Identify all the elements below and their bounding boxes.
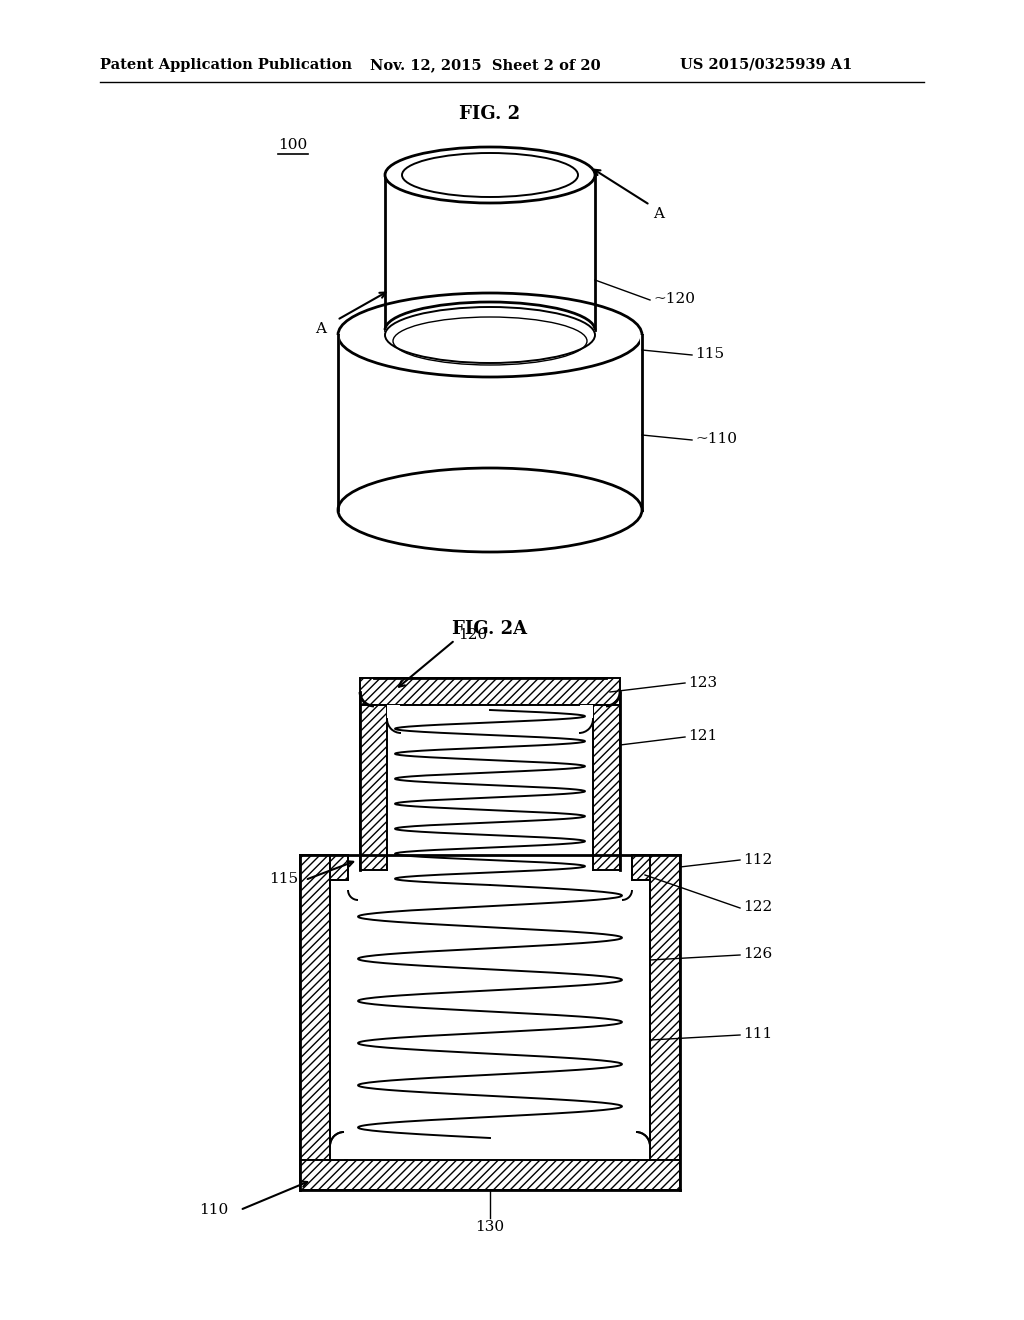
Text: 121: 121 xyxy=(688,729,717,743)
Bar xyxy=(593,705,620,870)
Text: 126: 126 xyxy=(743,946,772,961)
Text: 122: 122 xyxy=(743,900,772,913)
Text: 111: 111 xyxy=(743,1027,772,1041)
Bar xyxy=(640,335,644,510)
Text: Nov. 12, 2015  Sheet 2 of 20: Nov. 12, 2015 Sheet 2 of 20 xyxy=(370,58,601,73)
Bar xyxy=(650,855,680,1160)
Text: FIG. 2A: FIG. 2A xyxy=(453,620,527,638)
Text: 130: 130 xyxy=(475,1220,505,1234)
Text: 110: 110 xyxy=(199,1203,228,1217)
Text: 112: 112 xyxy=(743,853,772,867)
Bar xyxy=(387,705,593,870)
Bar xyxy=(336,335,340,510)
Text: ~120: ~120 xyxy=(653,292,695,306)
Text: Patent Application Publication: Patent Application Publication xyxy=(100,58,352,73)
Text: 115: 115 xyxy=(695,347,724,360)
Text: A: A xyxy=(315,322,326,337)
Text: ~110: ~110 xyxy=(695,432,737,446)
Bar xyxy=(330,855,348,880)
Bar xyxy=(330,1146,344,1160)
Text: FIG. 2: FIG. 2 xyxy=(460,106,520,123)
Bar xyxy=(632,855,650,880)
Text: US 2015/0325939 A1: US 2015/0325939 A1 xyxy=(680,58,852,73)
Bar xyxy=(300,1160,680,1191)
Ellipse shape xyxy=(338,469,642,552)
Bar xyxy=(348,880,632,1160)
Text: 100: 100 xyxy=(278,139,307,152)
Bar xyxy=(636,1146,650,1160)
Ellipse shape xyxy=(385,147,595,203)
Text: 115: 115 xyxy=(269,873,298,886)
Bar xyxy=(300,855,330,1160)
Bar xyxy=(360,705,387,870)
Text: 120: 120 xyxy=(458,628,487,642)
Ellipse shape xyxy=(385,302,595,358)
Ellipse shape xyxy=(338,293,642,378)
Text: 123: 123 xyxy=(688,676,717,690)
Text: A: A xyxy=(653,207,664,220)
Bar xyxy=(360,678,620,705)
